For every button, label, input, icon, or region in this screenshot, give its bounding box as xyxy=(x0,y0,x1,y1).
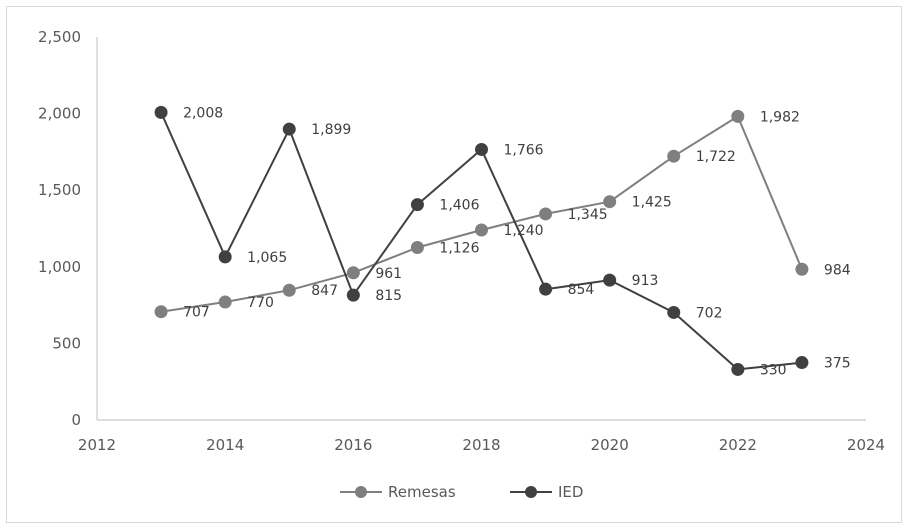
data-point-ied xyxy=(795,356,809,370)
data-label-ied: 815 xyxy=(375,288,402,304)
data-point-remesas xyxy=(667,149,681,163)
data-point-remesas xyxy=(475,223,488,237)
y-tick-label: 1,500 xyxy=(38,181,81,199)
x-tick-label: 2012 xyxy=(78,436,116,454)
data-point-ied xyxy=(667,305,681,319)
data-point-remesas xyxy=(410,240,424,254)
data-point-ied xyxy=(282,122,296,136)
data-point-remesas xyxy=(282,283,296,297)
data-label-remesas: 1,425 xyxy=(632,195,672,211)
data-label-ied: 854 xyxy=(568,282,595,298)
data-label-ied: 330 xyxy=(760,362,787,378)
data-label-ied: 2,008 xyxy=(183,105,223,121)
y-tick-label: 1,000 xyxy=(38,258,81,276)
legend-marker-ied xyxy=(525,486,537,498)
data-point-ied xyxy=(154,105,168,119)
legend-label-remesas: Remesas xyxy=(388,483,456,501)
x-tick-label: 2018 xyxy=(462,436,500,454)
x-tick-label: 2020 xyxy=(591,436,629,454)
axes: 0 500 1,000 1,500 2,000 2,500 2012 2014 2016 2018… xyxy=(38,28,885,454)
data-label-remesas: 1,240 xyxy=(504,223,544,239)
data-label-remesas: 961 xyxy=(375,266,402,282)
y-tick-label: 500 xyxy=(52,334,81,352)
x-tick-label: 2022 xyxy=(719,436,757,454)
data-label-remesas: 707 xyxy=(183,305,210,321)
data-label-ied: 1,899 xyxy=(311,122,351,138)
data-point-ied xyxy=(475,142,488,156)
data-point-remesas xyxy=(795,262,809,276)
data-point-ied xyxy=(346,288,360,302)
data-label-remesas: 1,126 xyxy=(439,240,479,256)
data-label-remesas: 770 xyxy=(247,295,274,311)
legend-label-ied: IED xyxy=(558,483,583,501)
data-label-ied: 702 xyxy=(696,305,723,321)
data-label-remesas: 1,722 xyxy=(696,149,736,165)
data-label-remesas: 847 xyxy=(311,283,338,299)
data-point-remesas xyxy=(346,266,360,280)
legend-marker-remesas xyxy=(355,486,367,498)
data-label-remesas: 984 xyxy=(824,262,851,278)
data-label-ied: 1,065 xyxy=(247,250,287,266)
data-label-remesas: 1,982 xyxy=(760,109,800,125)
x-tick-label: 2024 xyxy=(847,436,885,454)
data-point-remesas xyxy=(154,305,168,319)
y-tick-label: 2,500 xyxy=(38,28,81,46)
y-tick-label: 0 xyxy=(71,411,81,429)
data-point-ied xyxy=(410,198,424,212)
data-point-remesas xyxy=(539,207,553,221)
chart-frame xyxy=(6,6,902,523)
data-point-ied xyxy=(731,362,745,376)
data-labels: 707 770 847 961 1,126 1,240 1,345 1,425 1,722 1,9… xyxy=(183,105,851,378)
data-point-ied xyxy=(218,250,232,264)
series-layer xyxy=(154,105,809,376)
data-label-ied: 1,766 xyxy=(504,142,544,158)
data-point-ied xyxy=(539,282,553,296)
data-label-ied: 375 xyxy=(824,356,851,372)
data-point-remesas xyxy=(218,295,232,309)
data-point-remesas xyxy=(603,195,617,209)
data-point-remesas xyxy=(731,109,745,123)
x-tick-label: 2016 xyxy=(334,436,372,454)
data-point-ied xyxy=(603,273,617,287)
data-label-ied: 1,406 xyxy=(439,198,479,214)
legend: Remesas IED xyxy=(340,483,583,501)
data-label-remesas: 1,345 xyxy=(568,207,608,223)
data-label-ied: 913 xyxy=(632,273,659,289)
x-tick-label: 2014 xyxy=(206,436,244,454)
y-tick-label: 2,000 xyxy=(38,105,81,123)
